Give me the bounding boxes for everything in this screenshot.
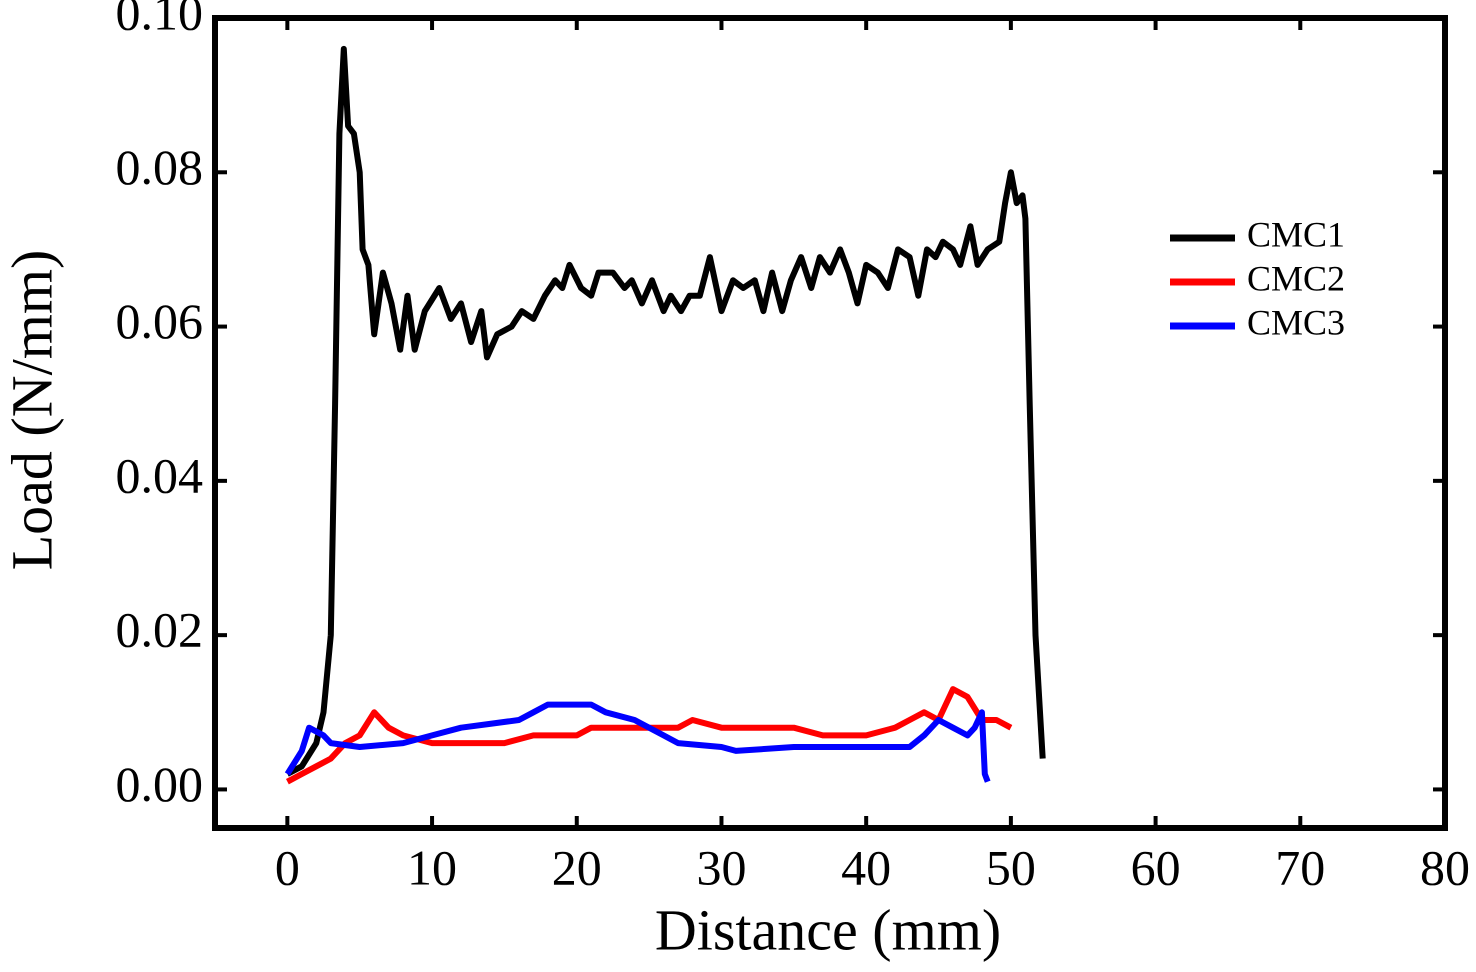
legend-label: CMC1 <box>1247 214 1345 254</box>
x-tick-label: 10 <box>407 839 457 895</box>
legend-label: CMC2 <box>1247 258 1345 298</box>
x-tick-label: 70 <box>1275 839 1325 895</box>
x-tick-label: 40 <box>841 839 891 895</box>
plot-frame <box>212 15 1448 831</box>
x-tick-label: 20 <box>552 839 602 895</box>
y-tick-label: 0.00 <box>116 756 204 812</box>
x-tick-label: 60 <box>1131 839 1181 895</box>
x-tick-label: 0 <box>275 839 300 895</box>
y-tick-label: 0.02 <box>116 602 204 658</box>
x-tick-label: 30 <box>696 839 746 895</box>
line-series <box>285 45 1046 777</box>
legend-label: CMC3 <box>1247 302 1345 342</box>
x-axis-label: Distance (mm) <box>655 897 1001 962</box>
line-series <box>284 701 991 783</box>
y-tick-label: 0.06 <box>116 293 204 349</box>
x-tick-label: 80 <box>1420 839 1470 895</box>
y-tick-label: 0.04 <box>116 447 204 503</box>
y-axis-label: Load (N/mm) <box>0 250 64 571</box>
line-series <box>285 686 1013 785</box>
y-tick-label: 0.10 <box>116 0 204 40</box>
x-tick-label: 50 <box>986 839 1036 895</box>
y-tick-label: 0.08 <box>116 139 204 195</box>
